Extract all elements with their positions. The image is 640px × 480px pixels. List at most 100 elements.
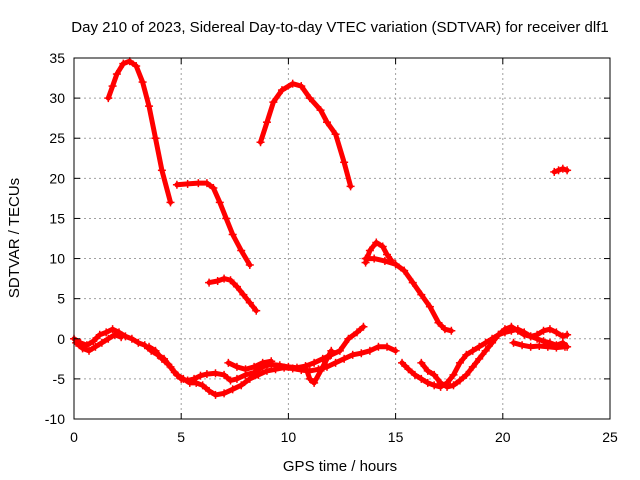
data-point [488, 338, 497, 347]
data-point [145, 102, 154, 111]
data-point [228, 230, 237, 239]
data-point [305, 94, 314, 103]
data-point [500, 325, 509, 334]
data-point [365, 346, 374, 355]
data-point [539, 337, 548, 346]
data-point [220, 389, 229, 398]
data-point [205, 386, 214, 395]
data-point [127, 334, 136, 343]
data-point [232, 362, 241, 371]
data-point [372, 238, 381, 247]
data-point [526, 342, 535, 351]
data-point [239, 290, 248, 299]
data-point [275, 361, 284, 370]
data-point [172, 180, 181, 189]
data-point [430, 370, 439, 379]
data-point [481, 346, 490, 355]
data-point [85, 346, 94, 355]
data-point [250, 362, 259, 371]
series-arc2 [174, 180, 253, 268]
series-layer [70, 57, 572, 399]
data-point [417, 290, 426, 299]
chart-title: Day 210 of 2023, Sidereal Day-to-day VTE… [71, 19, 608, 36]
data-point [241, 365, 250, 374]
data-point [558, 164, 567, 173]
x-tick-label: 0 [70, 429, 78, 445]
data-point [91, 342, 100, 351]
x-tick-label: 25 [602, 429, 618, 445]
data-point [209, 183, 218, 192]
data-point [202, 370, 211, 379]
data-point [545, 325, 554, 334]
data-point [322, 118, 331, 127]
data-point [104, 334, 113, 343]
data-point [539, 326, 548, 335]
data-point [440, 325, 449, 334]
data-point [335, 346, 344, 355]
data-point [322, 354, 331, 363]
data-point [425, 302, 434, 311]
data-point [132, 62, 141, 71]
data-point [220, 370, 229, 379]
data-point [183, 376, 192, 385]
y-tick-label: 30 [49, 90, 65, 106]
data-point [145, 342, 154, 351]
data-point [310, 378, 319, 387]
y-tick-label: 0 [57, 331, 65, 347]
data-point [331, 358, 340, 367]
data-point [417, 374, 426, 383]
data-point [449, 370, 458, 379]
data-point [378, 242, 387, 251]
data-point [400, 266, 409, 275]
y-tick-label: 5 [57, 291, 65, 307]
data-point [353, 328, 362, 337]
data-point [340, 354, 349, 363]
data-point [327, 346, 336, 355]
data-point [196, 371, 205, 380]
data-point [292, 363, 301, 372]
grid-layer [74, 58, 610, 419]
data-point [166, 198, 175, 207]
data-point [224, 358, 233, 367]
data-point [417, 358, 426, 367]
data-point [269, 98, 278, 107]
data-point [119, 59, 128, 68]
data-point [267, 357, 276, 366]
series-arc7 [551, 166, 570, 175]
data-point [102, 328, 111, 337]
data-point [245, 260, 254, 269]
data-point [462, 350, 471, 359]
data-point [125, 57, 134, 66]
y-axis-label: SDTVAR / TECUs [6, 178, 23, 298]
data-point [262, 118, 271, 127]
y-tick-label: 25 [49, 130, 65, 146]
data-point [190, 374, 199, 383]
x-tick-label: 20 [495, 429, 511, 445]
data-point [211, 390, 220, 399]
data-point [258, 358, 267, 367]
data-point [151, 134, 160, 143]
data-point [228, 385, 237, 394]
data-point [430, 381, 439, 390]
data-point [95, 330, 104, 339]
y-tick-label: 10 [49, 251, 65, 267]
data-point [72, 338, 81, 347]
x-tick-label: 10 [281, 429, 297, 445]
data-point [560, 342, 569, 351]
x-axis-label: GPS time / hours [283, 458, 397, 475]
data-point [383, 250, 392, 259]
data-point [513, 326, 522, 335]
data-point [170, 368, 179, 377]
data-point [301, 362, 310, 371]
data-point [436, 378, 445, 387]
data-point [108, 82, 117, 91]
data-point [449, 381, 458, 390]
data-point [404, 365, 413, 374]
data-point [151, 346, 160, 355]
data-point [494, 330, 503, 339]
data-point [232, 282, 241, 291]
data-point [462, 370, 471, 379]
y-tick-label: 35 [49, 50, 65, 66]
data-point [533, 330, 542, 339]
data-point [110, 330, 119, 339]
